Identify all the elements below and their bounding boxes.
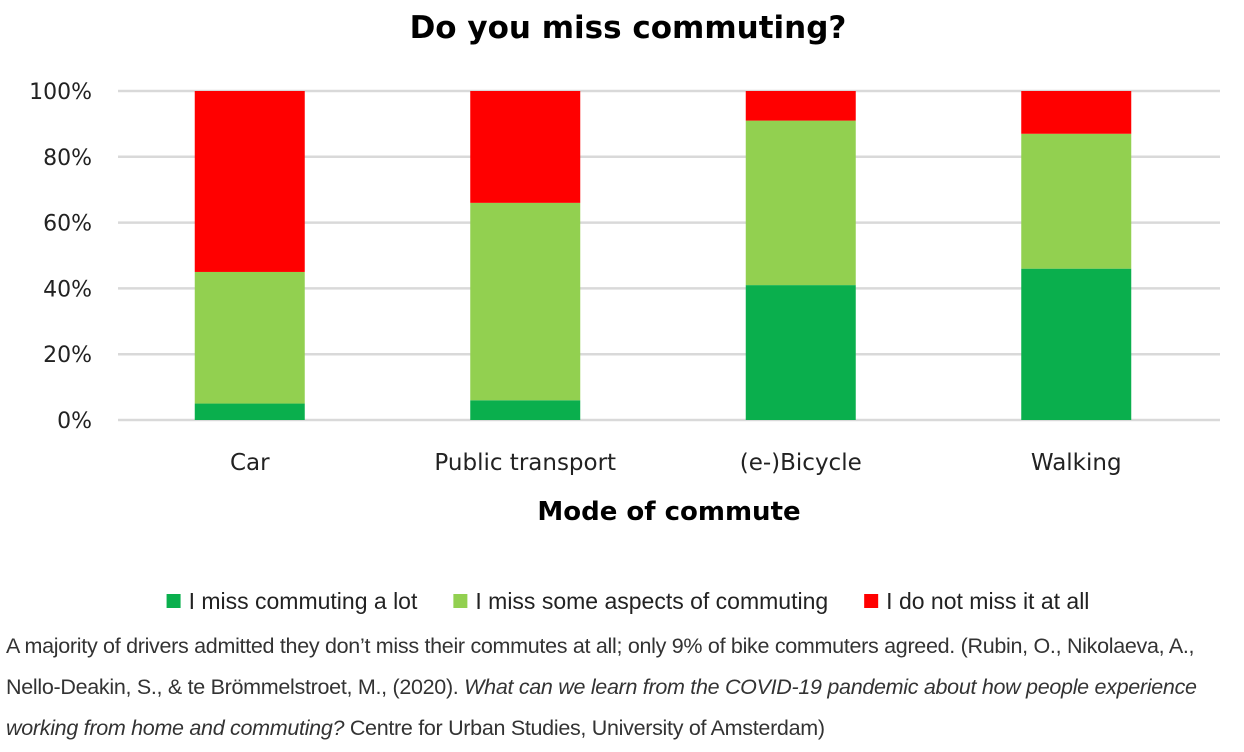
y-tick-label: 60% xyxy=(43,212,92,237)
x-tick-label: Public transport xyxy=(434,450,616,476)
caption-text: A majority of drivers admitted they don’… xyxy=(6,634,1195,699)
bar-segment xyxy=(470,400,581,420)
bar-segment xyxy=(470,202,581,401)
y-tick-label: 20% xyxy=(43,343,92,368)
bar-segment xyxy=(194,91,305,272)
y-tick-label: 80% xyxy=(43,146,92,171)
bar-segment xyxy=(194,271,305,404)
bar-segment xyxy=(1021,133,1132,269)
caption-italic-title: What can we learn from the COVID-19 pand… xyxy=(6,675,1197,740)
bar-segment xyxy=(745,285,856,420)
y-tick-label: 0% xyxy=(57,409,92,434)
bar-segment xyxy=(470,91,581,203)
legend-label: I do not miss it at all xyxy=(886,588,1089,614)
stacked-bar-chart: Do you miss commuting? 0% 20% 40% 60% 80% 100… xyxy=(29,10,1220,614)
x-axis-title: Mode of commute xyxy=(537,497,800,527)
x-tick-label: Car xyxy=(230,450,270,476)
bar-segment xyxy=(1021,91,1132,134)
chart-title: Do you miss commuting? xyxy=(410,10,847,46)
legend-swatch xyxy=(166,594,181,608)
bar-segment xyxy=(1021,268,1132,420)
legend-swatch xyxy=(864,594,879,608)
bar-segment xyxy=(194,403,305,420)
bar-segment xyxy=(745,91,856,121)
x-tick-label: (e-)Bicycle xyxy=(740,450,862,476)
caption-tail: Centre for Urban Studies, University of … xyxy=(344,716,825,740)
y-tick-label: 100% xyxy=(29,80,92,105)
legend-label: I miss some aspects of commuting xyxy=(475,588,828,614)
y-tick-label: 40% xyxy=(43,277,92,302)
figure-caption: A majority of drivers admitted they don’… xyxy=(6,626,1242,749)
legend-label: I miss commuting a lot xyxy=(189,588,418,614)
legend-swatch xyxy=(453,594,468,608)
x-tick-label: Walking xyxy=(1031,450,1122,476)
bar-segment xyxy=(745,120,856,286)
